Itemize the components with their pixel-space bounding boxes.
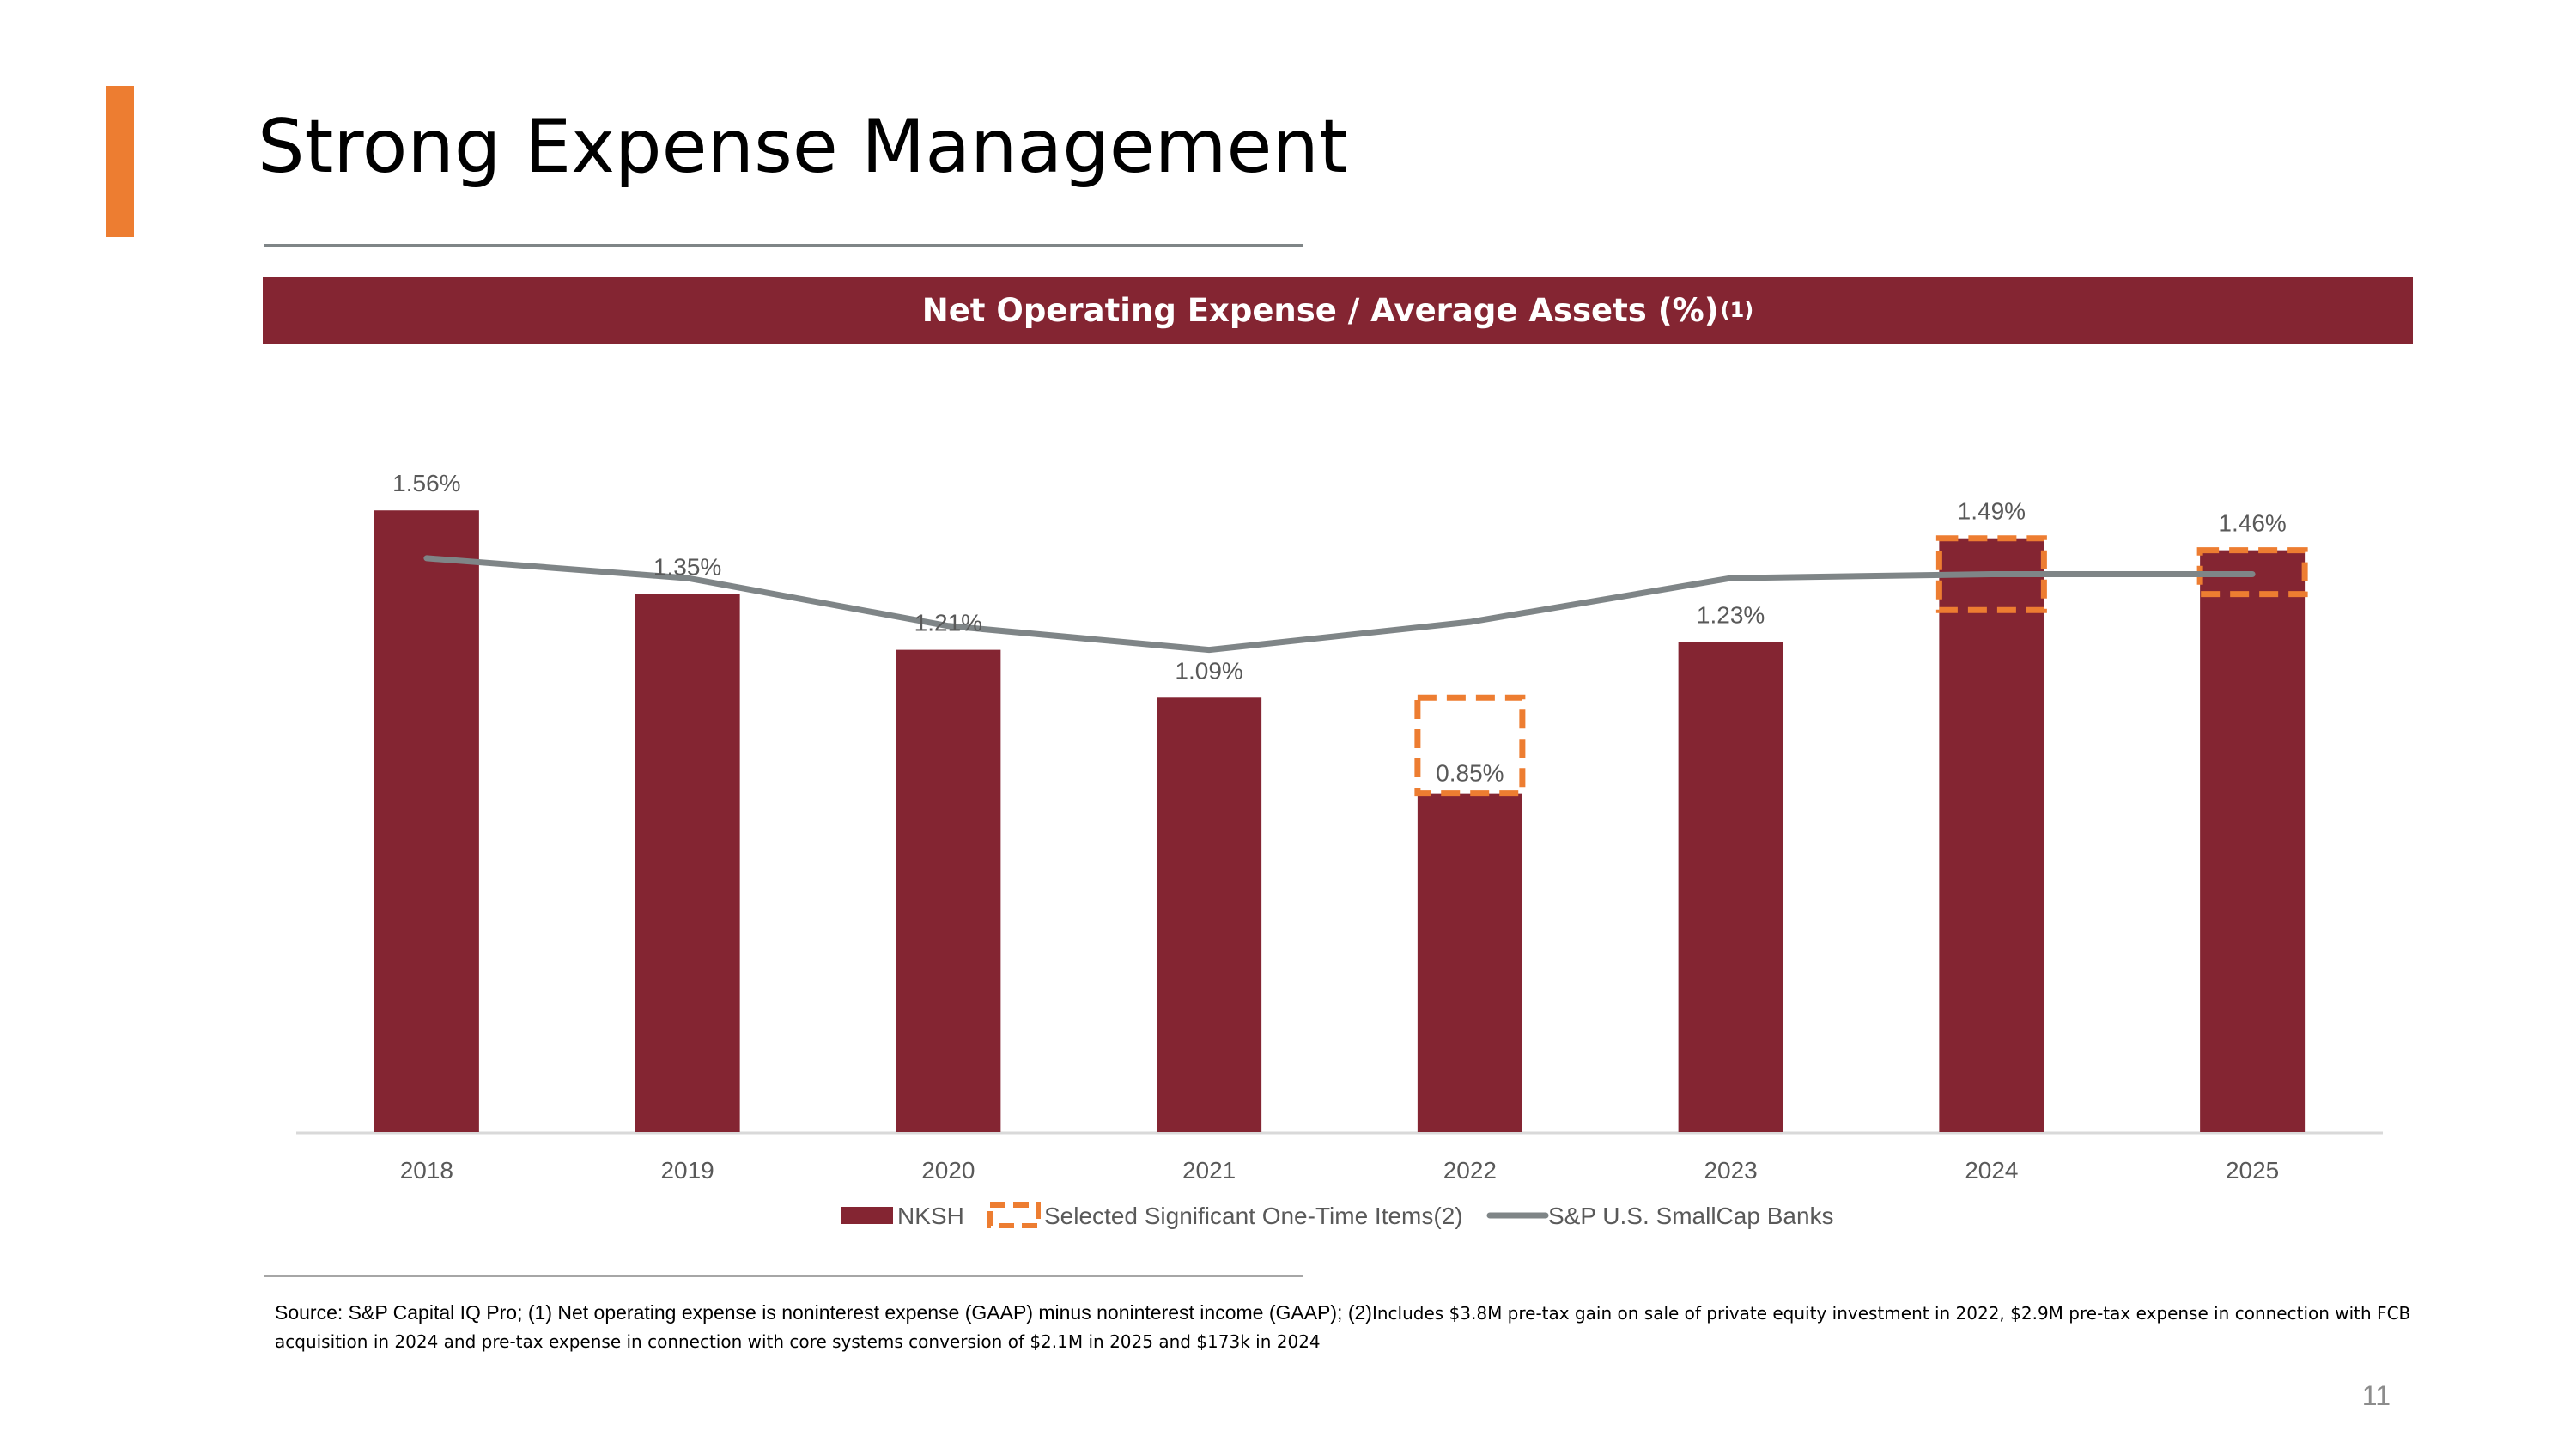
source-main: Source: S&P Capital IQ Pro; (1) Net oper… <box>275 1301 1372 1324</box>
chart-header-footnote: (1) <box>1720 298 1754 322</box>
source-note: Source: S&P Capital IQ Pro; (1) Net oper… <box>275 1299 2439 1356</box>
data-label-2023: 1.23% <box>1697 601 1765 628</box>
x-tick-label-2025: 2025 <box>2226 1157 2279 1184</box>
bar-nksh-2021 <box>1157 697 1262 1132</box>
data-label-2020: 1.21% <box>914 610 982 636</box>
legend-label-sp-banks: S&P U.S. SmallCap Banks <box>1548 1202 1834 1229</box>
one-time-box-2022 <box>1414 694 1526 797</box>
chart-header: Net Operating Expense / Average Assets (… <box>263 277 2413 344</box>
x-tick-label-2019: 2019 <box>660 1157 714 1184</box>
data-label-2022: 0.85% <box>1436 760 1504 787</box>
chart-legend: NKSH Selected Significant One-Time Items(… <box>841 1202 1834 1229</box>
x-tick-label-2020: 2020 <box>921 1157 975 1184</box>
data-label-2025: 1.46% <box>2218 510 2286 537</box>
bar-nksh-2023 <box>1678 642 1783 1132</box>
legend-label-nksh: NKSH <box>897 1202 964 1229</box>
bar-nksh-2022 <box>1417 793 1522 1132</box>
source-divider <box>264 1275 1303 1277</box>
legend-label-one-time: Selected Significant One-Time Items(2) <box>1044 1202 1463 1229</box>
bar-nksh-2025 <box>2200 550 2306 1132</box>
line-sp-smallcap-banks <box>423 555 2256 654</box>
x-tick-label-2023: 2023 <box>1704 1157 1757 1184</box>
x-tick-label-2018: 2018 <box>400 1157 453 1184</box>
bar-nksh-2024 <box>1939 538 2044 1132</box>
expense-chart: 1.56% 1.35% 1.21% 1.09% 0.85% 1.23% 1.49% 1.46%… <box>296 470 2383 1229</box>
data-label-2021: 1.09% <box>1175 657 1242 684</box>
chart-header-label: Net Operating Expense / Average Assets (… <box>921 291 1719 329</box>
bar-nksh-2019 <box>635 594 740 1132</box>
page-number: 11 <box>2361 1380 2391 1411</box>
source-detail: Includes $3.8M pre-tax gain on sale of p… <box>275 1303 2411 1353</box>
x-tick-label-2022: 2022 <box>1443 1157 1497 1184</box>
bar-nksh-2018 <box>374 510 479 1132</box>
slide-title: Strong Expense Management <box>258 104 1348 190</box>
data-label-2018: 1.56% <box>392 470 460 496</box>
x-tick-label-2024: 2024 <box>1965 1157 2018 1184</box>
title-accent-bar <box>106 86 134 237</box>
data-label-2024: 1.49% <box>1958 498 2026 525</box>
title-divider <box>264 244 1303 247</box>
x-tick-label-2021: 2021 <box>1182 1157 1236 1184</box>
data-label-2019: 1.35% <box>653 554 721 581</box>
bar-nksh-2020 <box>896 649 1001 1132</box>
legend-swatch-nksh <box>841 1207 893 1224</box>
legend-swatch-one-time <box>987 1202 1041 1228</box>
